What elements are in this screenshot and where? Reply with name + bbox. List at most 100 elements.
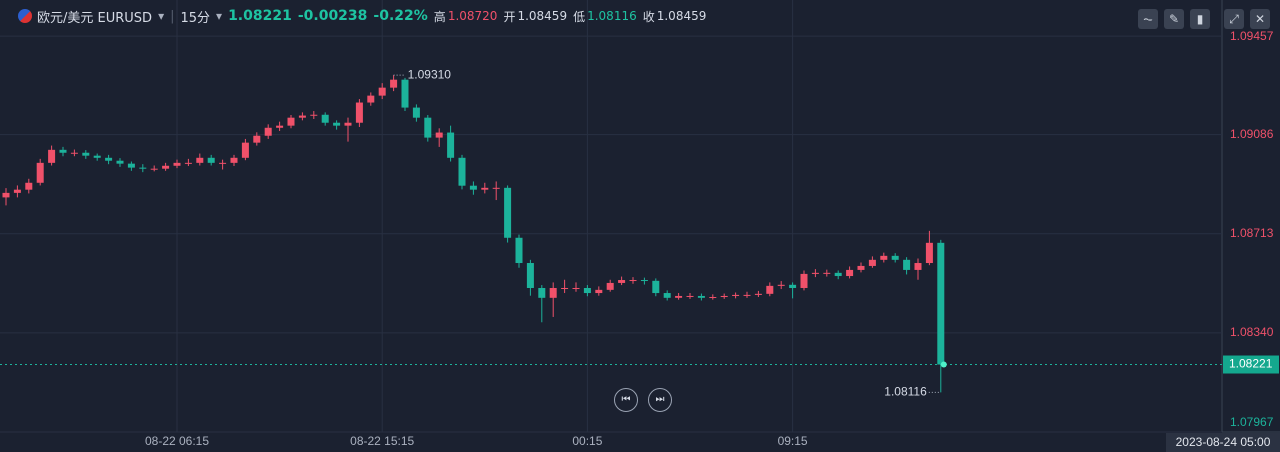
candle-body xyxy=(823,272,831,274)
candle-body xyxy=(800,273,808,288)
cursor-time-box xyxy=(1166,433,1280,452)
candle-body xyxy=(937,242,945,365)
candle-body xyxy=(914,263,922,270)
stat-label: 高 xyxy=(433,9,446,24)
candle-body xyxy=(492,187,500,189)
y-tick-label: 1.08340 xyxy=(1230,325,1274,339)
candle-body xyxy=(241,142,249,158)
change-pct: -0.22% xyxy=(373,8,428,24)
candle-body xyxy=(686,295,694,297)
candle-body xyxy=(412,107,420,118)
separator: | xyxy=(170,8,175,24)
x-tick-label: 00:15 xyxy=(572,434,602,448)
candle-body xyxy=(675,295,683,298)
toolbar: ⏦ ✎ ▮ ⤢ ✕ xyxy=(1138,9,1270,29)
candle-body xyxy=(846,269,854,277)
stat-open: 1.08459 xyxy=(517,9,568,23)
last-price-tag xyxy=(1223,355,1279,374)
prev-button[interactable]: ⏮ xyxy=(614,388,638,412)
candle-body xyxy=(709,297,717,299)
candle-body xyxy=(13,189,21,193)
candle-body xyxy=(25,182,33,190)
dropdown-arrow[interactable]: ▾ xyxy=(216,9,223,23)
candle-body xyxy=(321,114,329,123)
stat-label: 收 xyxy=(642,9,655,24)
candle-body xyxy=(572,287,580,289)
fullscreen-button[interactable]: ⤢ xyxy=(1224,9,1244,29)
candle-body xyxy=(127,163,135,168)
candle-body xyxy=(754,293,762,295)
symbol[interactable]: 欧元/美元 EURUSD xyxy=(37,10,153,26)
next-button[interactable]: ⏭ xyxy=(648,388,672,412)
candle-body xyxy=(538,287,546,298)
candle-body xyxy=(583,287,591,294)
candle-body xyxy=(287,117,295,126)
candle-body xyxy=(36,162,44,183)
candle-body xyxy=(196,157,204,163)
candle-body xyxy=(458,157,466,186)
candle-body xyxy=(789,284,797,288)
dropdown-arrow[interactable]: ▾ xyxy=(158,9,165,23)
x-tick-label: 09:15 xyxy=(778,434,808,448)
candle-body xyxy=(276,125,284,128)
candle-body xyxy=(82,152,90,156)
candle-body xyxy=(811,272,819,274)
candle-body xyxy=(435,132,443,138)
candle-body xyxy=(298,115,306,118)
last-price: 1.08221 xyxy=(228,8,292,24)
plot: 1.09310 1.08116 xyxy=(0,67,1222,399)
candle-body xyxy=(663,293,671,298)
candle-body xyxy=(93,155,101,158)
candle-body xyxy=(595,289,603,294)
candle-body xyxy=(515,237,523,264)
candle-body xyxy=(401,79,409,108)
last-price-label: 1.08221 xyxy=(1229,357,1273,371)
annotation: 1.08116 xyxy=(884,385,927,399)
candle-body xyxy=(447,132,455,158)
candle-body xyxy=(732,294,740,296)
y-tick-label: 1.09457 xyxy=(1230,29,1274,43)
chart-type-button[interactable]: ▮ xyxy=(1190,9,1210,29)
candle-body xyxy=(481,187,489,190)
last-price-dot xyxy=(940,361,947,368)
candle-body xyxy=(925,242,933,264)
candle-body xyxy=(469,185,477,190)
y-tick-label: 1.07967 xyxy=(1230,415,1274,429)
candle-body xyxy=(207,157,215,163)
candle-body xyxy=(333,122,341,126)
candle-body xyxy=(173,162,181,166)
candle-body xyxy=(777,284,785,286)
candle-body xyxy=(720,295,728,298)
candle-body xyxy=(857,265,865,270)
close-button[interactable]: ✕ xyxy=(1250,9,1270,29)
candle-body xyxy=(139,167,147,169)
candle-body xyxy=(70,152,78,154)
candle-body xyxy=(116,160,124,164)
candle-body xyxy=(355,102,363,123)
candle-body xyxy=(310,114,318,116)
candle-body xyxy=(618,280,626,283)
candle-body xyxy=(891,255,899,260)
candle-body xyxy=(903,259,911,270)
candle-body xyxy=(230,157,238,163)
y-tick-label: 1.08713 xyxy=(1230,226,1274,240)
candle-body xyxy=(162,165,170,169)
candle-body xyxy=(526,263,534,288)
change: -0.00238 xyxy=(297,8,368,24)
indicator-button[interactable]: ⏦ xyxy=(1138,9,1158,29)
candle-body xyxy=(766,285,774,294)
playback: ⏮ ⏭ xyxy=(614,388,672,412)
candle-body xyxy=(834,272,842,277)
stat-low: 1.08116 xyxy=(587,9,637,23)
y-tick-label: 1.09086 xyxy=(1230,127,1274,141)
draw-button[interactable]: ✎ xyxy=(1164,9,1184,29)
stat-label: 开 xyxy=(503,9,516,24)
x-tick-label: 08-22 06:15 xyxy=(145,434,209,448)
interval[interactable]: 15分 xyxy=(180,10,211,26)
candle-body xyxy=(150,168,158,170)
candle-body xyxy=(367,95,375,103)
candle-body xyxy=(48,149,56,163)
candle-body xyxy=(378,87,386,96)
